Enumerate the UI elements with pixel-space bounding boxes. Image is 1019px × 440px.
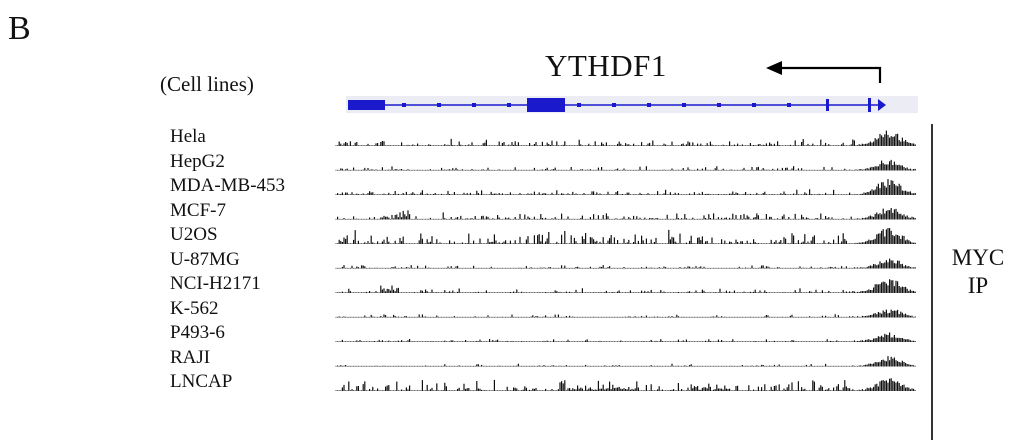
gene-intron-tick (437, 103, 441, 107)
ip-label-line2: IP (967, 273, 989, 299)
panel-letter: B (8, 10, 31, 47)
signal-track (335, 309, 916, 318)
signal-track (335, 208, 916, 220)
strand-arrow-line (776, 66, 882, 83)
arrow-left-icon (766, 61, 882, 83)
gene-intron-tick (472, 103, 476, 107)
gene-intron-tick (647, 103, 651, 107)
strand-arrow-head (766, 61, 782, 75)
cell-line-label: NCI-H2171 (170, 273, 261, 294)
signal-track (335, 332, 916, 342)
signal-track (335, 179, 916, 195)
signal-track (335, 258, 916, 269)
ip-label: MYC IP (948, 244, 1008, 300)
cell-line-label: RAJI (170, 346, 211, 368)
gene-tss-exon (878, 99, 886, 111)
gene-intron-tick (507, 103, 511, 107)
cell-line-label: U-87MG (170, 248, 240, 270)
gene-exon (348, 100, 385, 110)
gene-intron-tick (577, 103, 581, 107)
cell-line-label: P493-6 (170, 322, 225, 343)
cell-line-label: U2OS (170, 224, 218, 245)
gene-exon (527, 98, 565, 112)
cell-lines-header: (Cell lines) (160, 72, 254, 96)
gene-intron-tick (787, 103, 791, 107)
cell-line-label: MCF-7 (170, 199, 226, 221)
cell-line-label: Hela (170, 126, 206, 147)
gene-intron-tick (682, 103, 686, 107)
cell-line-label: MDA-MB-453 (170, 175, 286, 196)
gene-intron-tick (752, 103, 756, 107)
gene-title: YTHDF1 (545, 48, 667, 83)
signal-track (335, 279, 916, 293)
gene-exon (826, 99, 829, 111)
cell-line-label: K-562 (170, 297, 219, 319)
signal-track (335, 130, 916, 146)
gene-intron-tick (402, 103, 406, 107)
gene-model (346, 96, 918, 113)
signal-track (335, 356, 916, 367)
cell-line-label: HepG2 (170, 150, 225, 172)
signal-track (335, 159, 916, 171)
signal-track (335, 227, 916, 244)
gene-intron-tick (717, 103, 721, 107)
gene-exon (868, 98, 871, 112)
cell-line-label: LNCAP (170, 371, 233, 392)
ip-label-line1: MYC (951, 245, 1005, 270)
signal-tracks (335, 130, 916, 391)
signal-track (335, 378, 916, 391)
gene-intron-tick (612, 103, 616, 107)
